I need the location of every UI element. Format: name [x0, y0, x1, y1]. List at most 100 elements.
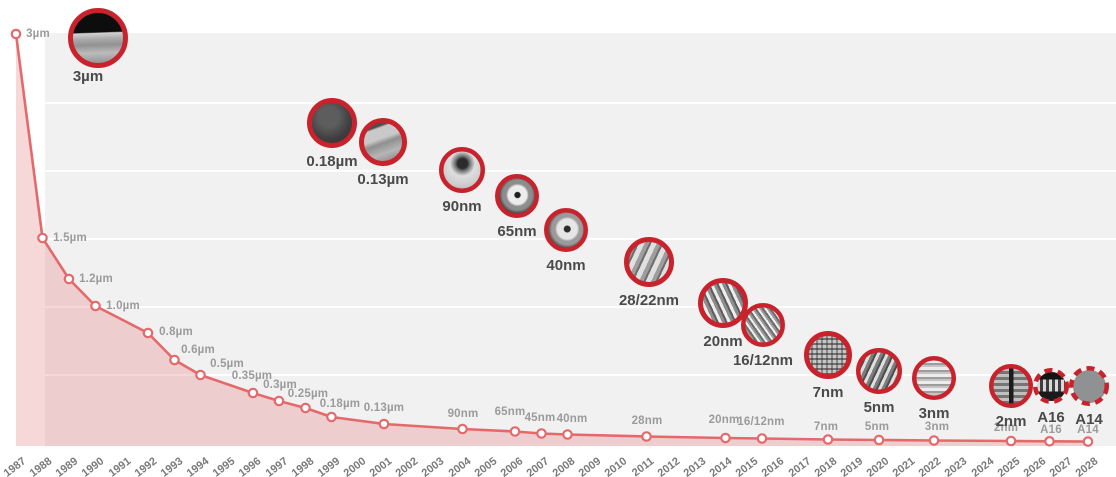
sem-micrograph-0-18-m	[311, 102, 353, 144]
node-caption-0-18-m: 0.18µm	[306, 153, 358, 170]
point-label-5nm: 5nm	[864, 421, 890, 433]
data-point-marker-16-12nm	[756, 433, 768, 444]
node-image-20nm	[698, 278, 748, 328]
point-label-1-2-m: 1.2µm	[79, 273, 113, 285]
node-image-0-18-m	[307, 98, 357, 148]
node-image-65nm	[495, 174, 539, 218]
data-point-marker-0-8-m	[142, 327, 154, 339]
data-point-marker-1-0-m	[90, 300, 101, 312]
red-ring	[989, 364, 1033, 408]
point-label-3nm: 3nm	[924, 421, 950, 433]
dashed-red-ring	[1033, 368, 1069, 404]
sem-micrograph-7nm	[808, 335, 848, 375]
sem-micrograph-90nm	[442, 150, 482, 190]
sem-micrograph-20nm	[702, 282, 744, 324]
dashed-red-ring	[1069, 366, 1109, 406]
node-image-5nm	[856, 348, 902, 394]
data-point-marker-1-5-m	[37, 232, 48, 244]
node-caption-7nm: 7nm	[812, 384, 844, 401]
data-point-marker-0-3-m	[273, 395, 285, 407]
data-point-marker-20nm	[720, 432, 731, 444]
point-label-90nm: 90nm	[447, 408, 479, 420]
point-label-0-25-m: 0.25µm	[287, 388, 329, 400]
point-label-0-6-m: 0.6µm	[181, 344, 215, 356]
point-label-2nm: 2nm	[993, 422, 1019, 434]
data-point-marker-a14	[1082, 436, 1094, 447]
data-point-marker-40nm	[562, 429, 573, 440]
sem-micrograph-5nm	[859, 351, 899, 391]
point-label-16-12nm: 16/12nm	[737, 416, 785, 428]
data-point-marker-0-35-m	[247, 387, 259, 399]
point-label-0-13-m: 0.13µm	[363, 402, 405, 414]
data-point-marker-7nm	[822, 434, 834, 445]
sem-micrograph-65nm	[498, 177, 536, 215]
node-image-28-22nm	[624, 237, 674, 287]
point-label-65nm: 65nm	[494, 406, 526, 418]
node-caption-5nm: 5nm	[863, 399, 895, 416]
point-label-a16: A16	[1040, 424, 1062, 436]
sem-micrograph-0-13-m	[363, 122, 403, 162]
node-image-2nm	[989, 364, 1033, 408]
point-label-0-35-m: 0.35µm	[231, 370, 273, 382]
red-ring	[624, 237, 674, 287]
red-ring	[544, 208, 588, 252]
point-label-1-0-m: 1.0µm	[106, 300, 140, 312]
red-ring	[912, 356, 956, 400]
node-image-3-m	[68, 8, 128, 68]
sem-micrograph-2nm	[992, 367, 1030, 405]
point-label-7nm: 7nm	[813, 421, 839, 433]
data-point-marker-3-m	[10, 28, 22, 40]
point-label-1-5-m: 1.5µm	[53, 232, 87, 244]
node-caption-a14: A14	[1075, 411, 1103, 428]
gridline	[45, 306, 1116, 308]
data-point-marker-90nm	[457, 423, 468, 435]
gridline	[45, 374, 1116, 376]
data-point-marker-65nm	[509, 426, 521, 437]
data-point-marker-0-5-m	[195, 369, 206, 381]
red-ring	[359, 118, 407, 166]
point-label-45nm: 45nm	[524, 412, 556, 424]
point-label-0-8-m: 0.8µm	[159, 326, 193, 338]
point-label-40nm: 40nm	[556, 413, 588, 425]
node-caption-65nm: 65nm	[497, 223, 537, 240]
node-image-a14	[1069, 366, 1109, 406]
area-fill	[16, 34, 1088, 446]
red-ring	[68, 8, 128, 68]
node-image-a16	[1033, 368, 1069, 404]
red-ring	[804, 331, 852, 379]
node-caption-90nm: 90nm	[442, 198, 482, 215]
node-caption-3nm: 3nm	[918, 405, 950, 422]
point-label-3-m: 3µm	[26, 28, 50, 40]
point-label-0-5-m: 0.5µm	[210, 358, 244, 370]
sem-micrograph-40nm	[547, 211, 585, 249]
data-point-marker-5nm	[873, 434, 885, 446]
node-caption-0-13-m: 0.13µm	[357, 171, 409, 188]
node-caption-28-22nm: 28/22nm	[618, 292, 680, 309]
node-image-7nm	[804, 331, 852, 379]
node-caption-a16: A16	[1037, 409, 1065, 426]
node-caption-16-12nm: 16/12nm	[732, 352, 794, 369]
data-point-marker-0-18-m	[326, 411, 337, 423]
sem-micrograph-3nm	[915, 359, 953, 397]
node-image-0-13-m	[359, 118, 407, 166]
point-label-28nm: 28nm	[631, 415, 663, 427]
node-image-3nm	[912, 356, 956, 400]
data-point-marker-28nm	[641, 431, 652, 442]
sem-micrograph-3-m	[72, 12, 124, 64]
node-image-90nm	[439, 147, 485, 193]
data-point-marker-0-6-m	[169, 354, 180, 366]
data-point-marker-1-2-m	[63, 273, 75, 285]
gridline	[45, 102, 1116, 104]
sem-micrograph-16-12nm	[744, 306, 782, 344]
red-ring	[741, 303, 785, 347]
data-point-marker-a16	[1044, 435, 1055, 447]
data-point-marker-45nm	[536, 428, 547, 439]
point-label-a14: A14	[1077, 424, 1099, 436]
node-image-16-12nm	[741, 303, 785, 347]
node-caption-40nm: 40nm	[546, 257, 586, 274]
node-caption-3-m: 3µm	[72, 68, 104, 85]
red-ring	[856, 348, 902, 394]
red-ring	[307, 98, 357, 148]
point-label-0-3-m: 0.3µm	[263, 379, 297, 391]
